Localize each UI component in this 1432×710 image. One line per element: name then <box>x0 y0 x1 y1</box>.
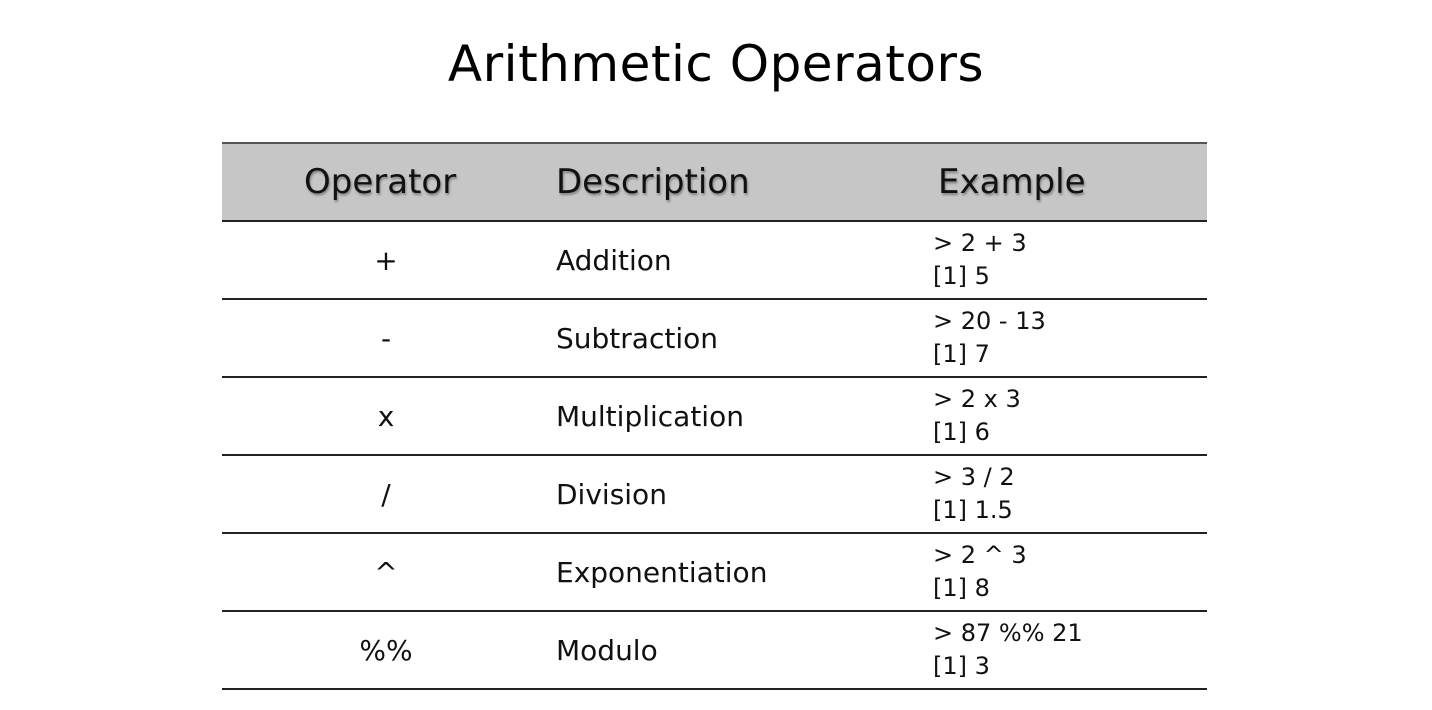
example-output: [1] 3 <box>933 652 990 680</box>
description-cell: Addition <box>550 221 890 300</box>
table-row: %% Modulo > 87 %% 21 [1] 3 <box>222 611 1207 690</box>
description-cell: Division <box>550 455 890 534</box>
table-row: - Subtraction > 20 - 13 [1] 7 <box>222 299 1207 378</box>
example-output: [1] 7 <box>933 340 990 368</box>
operator-cell: / <box>222 455 550 534</box>
description-cell: Exponentiation <box>550 533 890 612</box>
example-output: [1] 8 <box>933 574 990 602</box>
slide-title: Arithmetic Operators <box>447 34 985 93</box>
example-cell: > 20 - 13 [1] 7 <box>890 299 1207 378</box>
operator-cell: - <box>222 299 550 378</box>
example-input: > 2 + 3 <box>933 229 1027 257</box>
example-cell: > 2 x 3 [1] 6 <box>890 377 1207 456</box>
operator-cell: x <box>222 377 550 456</box>
example-output: [1] 1.5 <box>933 496 1013 524</box>
table-body: + Addition > 2 + 3 [1] 5 - Subtraction >… <box>222 221 1207 690</box>
table-header: Operator Description Example <box>222 142 1207 222</box>
example-input: > 20 - 13 <box>933 307 1046 335</box>
example-input: > 2 ^ 3 <box>933 541 1027 569</box>
example-cell: > 2 ^ 3 [1] 8 <box>890 533 1207 612</box>
operator-cell: %% <box>222 611 550 690</box>
operator-cell: + <box>222 221 550 300</box>
header-operator: Operator <box>222 142 550 222</box>
operators-table: Operator Description Example + Addition … <box>222 142 1207 690</box>
header-row: Operator Description Example <box>222 142 1207 222</box>
table-row: + Addition > 2 + 3 [1] 5 <box>222 221 1207 300</box>
example-input: > 3 / 2 <box>933 463 1015 491</box>
operator-cell: ^ <box>222 533 550 612</box>
example-input: > 2 x 3 <box>933 385 1021 413</box>
header-example: Example <box>890 142 1207 222</box>
table-row: / Division > 3 / 2 [1] 1.5 <box>222 455 1207 534</box>
example-output: [1] 5 <box>933 262 990 290</box>
table-row: ^ Exponentiation > 2 ^ 3 [1] 8 <box>222 533 1207 612</box>
example-cell: > 3 / 2 [1] 1.5 <box>890 455 1207 534</box>
description-cell: Multiplication <box>550 377 890 456</box>
example-output: [1] 6 <box>933 418 990 446</box>
header-description: Description <box>550 142 890 222</box>
description-cell: Modulo <box>550 611 890 690</box>
example-cell: > 2 + 3 [1] 5 <box>890 221 1207 300</box>
example-cell: > 87 %% 21 [1] 3 <box>890 611 1207 690</box>
example-input: > 87 %% 21 <box>933 619 1083 647</box>
table-row: x Multiplication > 2 x 3 [1] 6 <box>222 377 1207 456</box>
description-cell: Subtraction <box>550 299 890 378</box>
